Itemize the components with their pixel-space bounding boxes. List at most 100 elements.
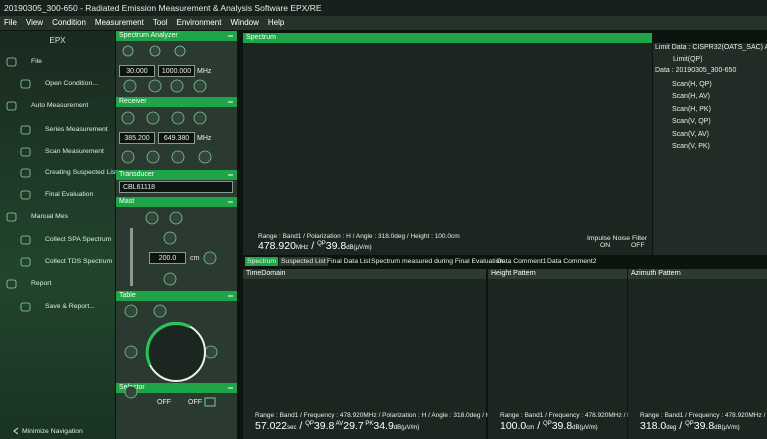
- range-info: Range : Band1 / Frequency : 478.920MHz /…: [255, 412, 496, 419]
- readout-part: 100.0: [500, 420, 527, 432]
- panel-header: Spectrum: [243, 33, 652, 43]
- readout-part: /: [308, 240, 318, 252]
- chart-panel: Azimuth Pattern Range : Band1 / Frequency…: [628, 269, 767, 439]
- readout-part: cm: [526, 425, 535, 431]
- nav-item[interactable]: Collect TDS Spectrum: [45, 258, 113, 265]
- menu-item[interactable]: Help: [267, 18, 285, 27]
- table-input[interactable]: 136.4: [158, 343, 195, 355]
- window-title: 20190305_300-650 - Radiated Emission Mea…: [4, 3, 322, 13]
- minimize-navigation[interactable]: Minimize Navigation: [22, 428, 83, 435]
- readout-part: deg: [666, 425, 677, 431]
- panel-header: Azimuth Pattern: [628, 269, 767, 279]
- readout-part: PK: [363, 421, 374, 427]
- nav-item[interactable]: Series Measurement: [45, 126, 108, 133]
- readout-part: /: [676, 420, 686, 432]
- navigation: EPX File Open Condition... Auto Measurement…: [0, 31, 118, 439]
- tab[interactable]: Suspected List: [279, 257, 328, 266]
- sa-start-input[interactable]: 30.000: [119, 65, 155, 77]
- nav-item[interactable]: Creating Suspected List: [45, 169, 118, 176]
- readout-part: 39.8: [551, 420, 573, 432]
- tab[interactable]: Data Comment1: [497, 258, 547, 265]
- menu-item[interactable]: View: [25, 18, 44, 27]
- mast-input[interactable]: 200.0: [149, 252, 186, 264]
- readout-part: dB(μV/m): [714, 425, 740, 431]
- legend-panel: Limit Data : CISPR32(OATS_SAC) A 10 Limit…: [653, 43, 767, 255]
- readout-part: 39.8: [693, 420, 715, 432]
- selector-left: OFF: [157, 399, 171, 406]
- legend-item[interactable]: Scan(H, QP): [672, 81, 712, 88]
- transducer-input[interactable]: CBL61118: [119, 181, 233, 193]
- section-header: Spectrum Analyzer: [116, 31, 237, 41]
- nav-item[interactable]: Report: [31, 280, 52, 287]
- panel-header: Height Pattern: [488, 269, 627, 279]
- readout-part: 29.7: [343, 420, 364, 432]
- nav-item[interactable]: Save & Report...: [45, 303, 95, 310]
- readout-part: dB(μV/m): [393, 425, 420, 431]
- range-info: Range : Band1 / Frequency : 478.920MHz /…: [640, 412, 767, 419]
- chart-panel: Height Pattern Range : Band1 / Frequency …: [488, 269, 635, 439]
- readout-part: 318.0: [640, 420, 667, 432]
- menu-item[interactable]: Tool: [152, 18, 168, 27]
- legend-item[interactable]: Scan(V, AV): [672, 130, 709, 138]
- range-info: Range : Band1 / Frequency : 478.920MHz /…: [500, 412, 636, 419]
- legend-item[interactable]: Scan(H, PK): [672, 105, 711, 113]
- menu-item[interactable]: Measurement: [94, 18, 144, 27]
- section-header: Table: [116, 291, 237, 301]
- legend-item[interactable]: Scan(V, PK): [672, 143, 710, 150]
- rx-stop-input[interactable]: 649.380: [158, 132, 195, 144]
- readout-part: 478.920: [258, 240, 296, 252]
- legend-item[interactable]: Scan(H, AV): [672, 93, 710, 101]
- readout: 318.0deg / QP39.8dB(μV/m): [640, 420, 740, 432]
- sa-unit: MHz: [197, 68, 212, 75]
- sa-stop-input[interactable]: 1000.000: [158, 65, 195, 77]
- control-panel: Spectrum Analyzer 30.000 1000.000 MHz Receiv…: [116, 31, 237, 439]
- panel-header: TimeDomain: [243, 269, 486, 279]
- readout: 478.920MHz / QP39.8dB(μV/m): [258, 240, 372, 252]
- nav-item[interactable]: Final Evaluation: [45, 191, 94, 198]
- readout-part: dB(μV/m): [572, 425, 598, 431]
- tab[interactable]: Final Data List: [327, 258, 371, 265]
- readout: 100.0cm / QP39.8dB(μV/m): [500, 420, 598, 432]
- menu-item[interactable]: Window: [230, 18, 259, 27]
- radio-on-label[interactable]: ON: [600, 242, 611, 249]
- readout-part: 34.9: [373, 420, 394, 432]
- readout-part: QP: [543, 421, 552, 427]
- rx-start-input[interactable]: 385.200: [119, 132, 155, 144]
- readout-part: 57.022: [255, 420, 288, 432]
- menu-item[interactable]: Environment: [176, 18, 222, 27]
- nav-item[interactable]: Scan Measurement: [45, 148, 104, 155]
- spectrum-panel: Spectrum Range : Band1 / Polarization : H…: [243, 33, 652, 255]
- tab[interactable]: Spectrum measured during Final Evaluatio…: [371, 258, 504, 265]
- legend-item[interactable]: Scan(V, QP): [672, 118, 711, 126]
- readout-part: /: [534, 420, 544, 432]
- legend-limit-title: Limit Data : CISPR32(OATS_SAC) A 10: [655, 44, 767, 51]
- chart-panel: TimeDomain Range : Band1 / Frequency : 47…: [243, 269, 496, 439]
- readout-part: dB(μV/m): [346, 245, 372, 251]
- title-bar: 20190305_300-650 - Radiated Emission Mea…: [0, 0, 767, 16]
- legend-data-title: Data : 20190305_300-650: [655, 67, 737, 74]
- section-header: Transducer: [116, 170, 237, 180]
- nav-item[interactable]: Open Condition...: [45, 80, 98, 87]
- radio-off-label[interactable]: OFF: [631, 242, 645, 249]
- readout-part: QP: [317, 241, 326, 247]
- nav-item[interactable]: Manual Mes: [31, 213, 69, 220]
- nav-item[interactable]: File: [31, 58, 42, 65]
- tab[interactable]: Spectrum: [245, 257, 279, 266]
- readout-part: MHz: [295, 245, 309, 251]
- mast-unit: cm: [190, 255, 200, 262]
- nav-item[interactable]: Collect SPA Spectrum: [45, 236, 112, 243]
- readout-part: 39.8: [313, 420, 335, 432]
- legend-limit-item: Limit(QP): [673, 56, 703, 63]
- nav-item[interactable]: Auto Measurement: [31, 102, 89, 109]
- nav-logo: EPX: [49, 36, 66, 45]
- menu-item[interactable]: Condition: [52, 18, 86, 27]
- menu-item[interactable]: File: [4, 18, 17, 27]
- readout-part: sec: [287, 425, 297, 431]
- section-header: Receiver: [116, 97, 237, 107]
- tab[interactable]: Data Comment2: [547, 258, 597, 265]
- section-header: Selector: [116, 383, 237, 393]
- rx-unit: MHz: [197, 135, 212, 142]
- readout-part: 39.8: [325, 240, 347, 252]
- readout-part: QP: [685, 421, 694, 427]
- readout-part: AV: [334, 421, 344, 427]
